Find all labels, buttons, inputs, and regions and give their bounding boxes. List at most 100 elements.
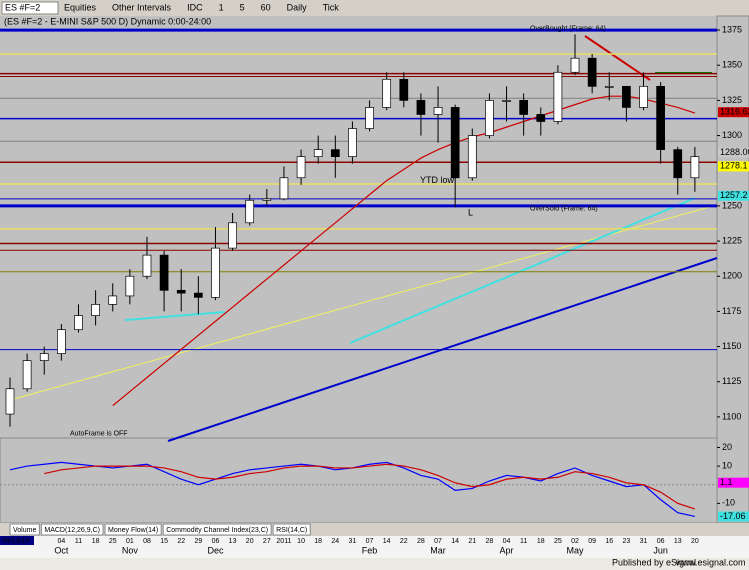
candle-body [365,107,374,129]
tab[interactable] [9,523,40,536]
date-label: 15 [160,538,168,545]
price-axis [716,15,749,524]
y-tick-label: 1350 [722,60,742,70]
tab-label[interactable]: Volume [13,527,36,534]
date-label: 14 [383,538,391,545]
symbol[interactable]: ES #F=2 [5,2,40,12]
tab[interactable] [272,523,311,536]
toolbar-item[interactable]: Equities [64,2,97,12]
month-label: Apr [500,545,514,555]
candle-body [108,295,118,305]
annotation: OverBought (Frame: 64) [530,26,606,33]
candle-body [5,388,15,415]
toolbar-item[interactable]: IDC [187,2,203,12]
annotation: AutoFrame is OFF [70,431,128,438]
y-tick-label: 1100 [722,411,741,421]
indicator-pane [0,437,718,524]
candle-body [433,107,443,115]
price-label-box [718,147,749,158]
candle-body [673,149,683,179]
date-label: 08 [143,538,151,545]
date-label: 31 [640,538,648,545]
y2-label: 1.1 [720,477,733,487]
date-label: 28 [417,538,425,545]
tab[interactable] [104,523,162,536]
tab-label[interactable]: Money Flow(14) [108,527,158,534]
date-label: 23 [622,538,630,545]
date-label: 2011 [276,538,291,545]
candle-body [245,199,255,224]
date-axis [0,536,749,558]
candle-body [690,156,700,179]
date-label: 04 [57,538,65,545]
date-label: 29 [194,538,202,545]
candle-body [313,149,323,158]
candle-body [467,135,477,179]
y-tick-label: 1225 [722,235,742,245]
symbol-box[interactable] [1,1,59,15]
toolbar-item[interactable]: Other Intervals [112,2,172,12]
tab[interactable] [40,523,104,536]
date-label: 14 [451,538,459,545]
date-label: 11 [520,538,527,545]
date-label: 07 [434,538,442,545]
month-label: May [567,545,585,555]
candle-body [228,222,237,249]
tab-label[interactable]: Commodity Channel Index(23,C) [166,527,268,534]
tab-label[interactable]: MACD(12,26,9,C) [44,527,100,534]
candle-body [125,275,135,297]
candle-body [176,289,186,294]
toolbar-item[interactable]: Tick [323,2,340,12]
y2-label-box [718,477,749,488]
price-label: 1257.2 [720,190,748,200]
tab[interactable] [162,523,272,536]
y-tick-label: 1250 [722,200,742,210]
y2-tick-label: 20 [722,442,732,452]
candle-body [604,85,614,88]
y-tick-label: 1125 [722,376,741,386]
url[interactable]: www.esignal.com [675,557,746,567]
toolbar-item[interactable]: 60 [261,2,271,12]
date-label: 28 [486,538,494,545]
date-label: 16 [605,538,613,545]
y2-label-box [718,511,749,522]
candle-body [553,71,563,122]
y2-tick-label: -10 [722,498,735,508]
candle-body [399,78,409,101]
toolbar-item[interactable]: 5 [240,2,245,12]
date-label: 25 [554,538,562,545]
candle-body [142,254,152,277]
tab-label[interactable]: RSI(14,C) [276,527,307,534]
toolbar [0,0,749,16]
candle-body [519,100,529,115]
y-tick-label: 1300 [722,130,742,140]
candle-body [450,107,460,179]
date-label: 22 [177,538,185,545]
month-label: Mar [430,545,446,555]
trendline [584,35,651,81]
date-label: 10 [297,538,305,545]
candle-body [279,177,289,200]
annotation: L [468,207,473,217]
date-label: 04 [503,538,511,545]
toolbar-item[interactable]: 1 [219,2,224,12]
price-label-box [718,190,749,201]
candle-body [348,128,357,158]
trendline [124,311,226,321]
candle-body [193,292,203,298]
date-label: 02 [571,538,579,545]
footer [0,558,749,570]
toolbar-item[interactable]: Daily [287,2,308,12]
date-label: 13 [229,538,237,545]
candle-body [330,149,340,158]
candle-body [382,78,392,108]
date-label: 18 [92,538,100,545]
candle-body [622,85,631,108]
annotation: OverSold (Frame: 64) [530,206,598,213]
y-tick-label: 1200 [722,271,742,281]
price-pane [0,16,717,438]
date-label: 20 [246,538,254,545]
y-tick-label: 1175 [722,306,741,316]
candle-body [639,85,648,108]
